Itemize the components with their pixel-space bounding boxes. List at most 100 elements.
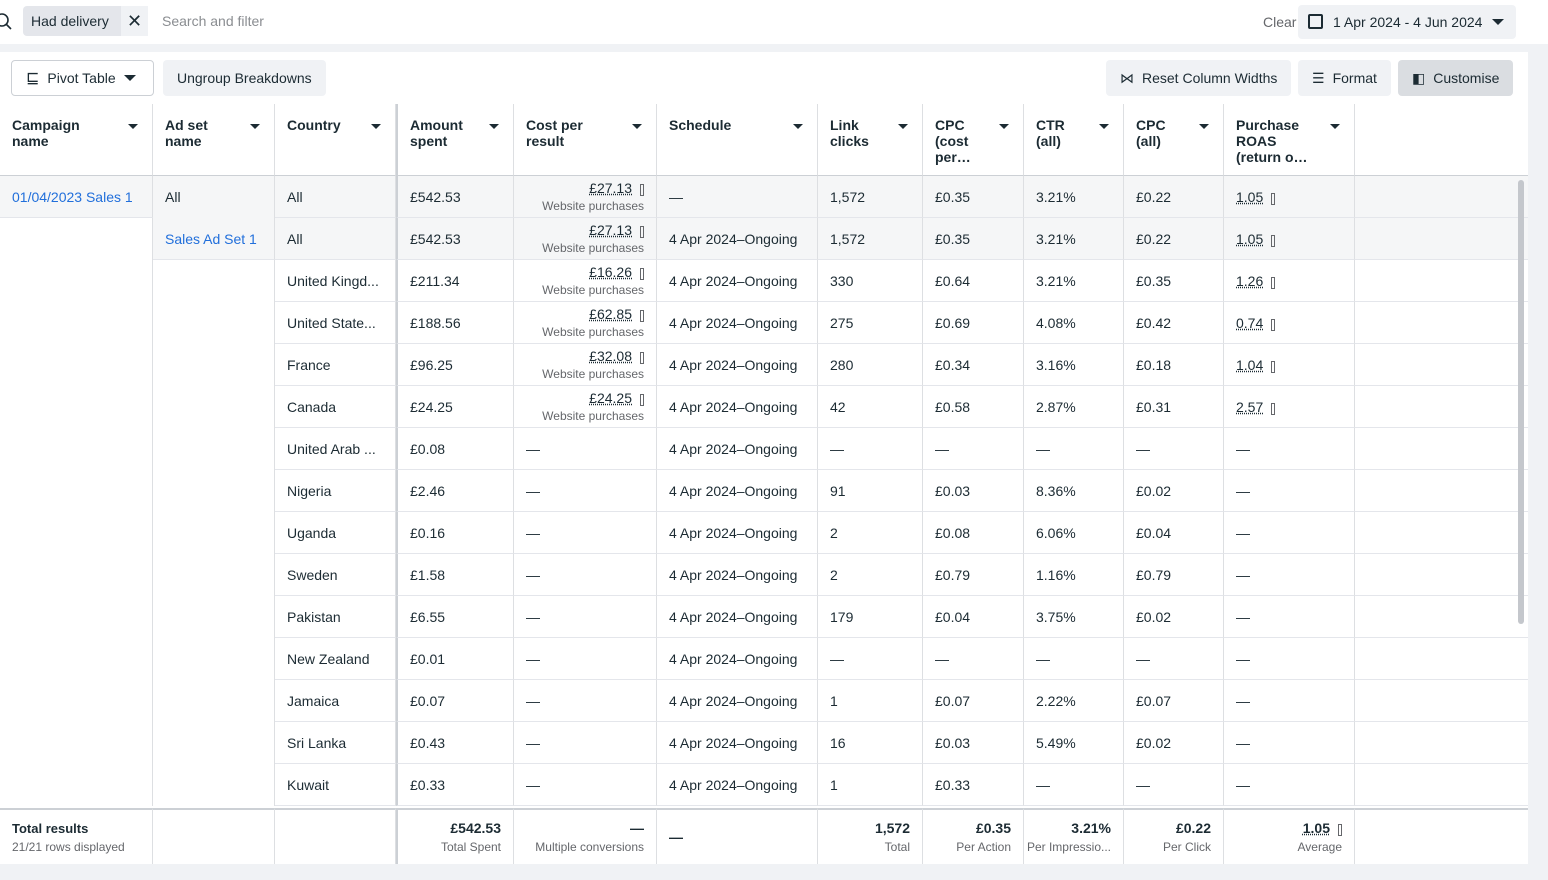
sort-caret bbox=[793, 124, 803, 134]
column-header[interactable]: Amount spent bbox=[396, 104, 514, 176]
cell-text: All bbox=[165, 189, 181, 205]
column-header[interactable]: Ad set name bbox=[153, 104, 275, 176]
cell-text: 4 Apr 2024–Ongoing bbox=[669, 230, 798, 247]
ungroup-button[interactable]: Ungroup Breakdowns bbox=[163, 60, 326, 96]
cell-text: — bbox=[1236, 566, 1250, 583]
total-value-line: £0.22 bbox=[1176, 820, 1211, 836]
table-cell: Jamaica bbox=[275, 680, 396, 722]
table-cell: All bbox=[275, 176, 396, 218]
table-cell: — bbox=[1124, 764, 1224, 806]
column-header[interactable]: Country bbox=[275, 104, 396, 176]
table-cell: £0.31 bbox=[1124, 386, 1224, 428]
info-icon bbox=[640, 183, 644, 196]
cell-text: United Arab ... bbox=[287, 440, 376, 457]
table-cell: All bbox=[153, 176, 275, 218]
search-input[interactable]: Search and filter bbox=[162, 13, 264, 29]
result-type: Website purchases bbox=[542, 240, 644, 255]
cell-text: — bbox=[1236, 482, 1250, 499]
table-cell: £0.18 bbox=[1124, 344, 1224, 386]
info-icon bbox=[1271, 402, 1276, 415]
cell-text: £0.04 bbox=[935, 608, 971, 625]
format-button[interactable]: ☰ Format bbox=[1298, 60, 1391, 96]
table-cell bbox=[153, 554, 275, 596]
table-cell: — bbox=[818, 638, 923, 680]
table-cell: £0.03 bbox=[923, 470, 1024, 512]
ungroup-label: Ungroup Breakdowns bbox=[177, 70, 312, 86]
cell-text: 4 Apr 2024–Ongoing bbox=[669, 440, 798, 457]
cost-value: £27.13 bbox=[589, 179, 632, 196]
cell-text: — bbox=[1236, 692, 1250, 709]
table-cell: 16 bbox=[818, 722, 923, 764]
column-header[interactable]: CTR (all) bbox=[1024, 104, 1124, 176]
header-label: Cost per result bbox=[526, 117, 583, 149]
table-cell: £24.25 bbox=[396, 386, 514, 428]
table-cell: — bbox=[1224, 470, 1355, 512]
cell-text: 4 Apr 2024–Ongoing bbox=[669, 272, 798, 289]
cell-text[interactable]: Sales Ad Set 1 bbox=[165, 230, 257, 247]
reset-widths-button[interactable]: ⋈ Reset Column Widths bbox=[1106, 60, 1292, 96]
column-header[interactable]: CPC (all) bbox=[1124, 104, 1224, 176]
table-cell: £0.02 bbox=[1124, 596, 1224, 638]
column-header[interactable]: Cost per result bbox=[514, 104, 657, 176]
table-cell: £0.22 bbox=[1124, 218, 1224, 260]
chip-remove[interactable]: ✕ bbox=[121, 6, 148, 36]
cell-text: £542.53 bbox=[410, 188, 461, 205]
roas-line: 1.05 bbox=[1236, 231, 1342, 247]
table-cell: 4 Apr 2024–Ongoing bbox=[657, 470, 818, 512]
total-cell bbox=[153, 808, 275, 864]
cell-text: £542.53 bbox=[410, 230, 461, 247]
roas-value: 1.05 bbox=[1236, 188, 1264, 205]
column-header[interactable]: CPC (cost per… bbox=[923, 104, 1024, 176]
cell-text: 1,572 bbox=[830, 188, 866, 205]
pivot-button[interactable]: ⊑ Pivot Table bbox=[11, 60, 154, 96]
column-header[interactable]: Campaign name bbox=[0, 104, 153, 176]
table-cell: 2.22% bbox=[1024, 680, 1124, 722]
cost-value-line: £24.25 bbox=[589, 390, 644, 408]
column-header[interactable]: Purchase ROAS (return o… bbox=[1224, 104, 1355, 176]
filter-chip[interactable]: Had delivery ✕ bbox=[23, 6, 148, 36]
total-cell: — Multiple conversions bbox=[514, 808, 657, 864]
table-cell bbox=[153, 638, 275, 680]
cell-text: — bbox=[526, 608, 540, 625]
table-cell: — bbox=[514, 428, 657, 470]
clear-button[interactable]: Clear bbox=[1263, 14, 1297, 30]
date-picker[interactable]: 1 Apr 2024 - 4 Jun 2024 bbox=[1298, 5, 1516, 39]
table-cell bbox=[0, 218, 153, 260]
table-cell: 4 Apr 2024–Ongoing bbox=[657, 554, 818, 596]
table-cell: 4 Apr 2024–Ongoing bbox=[657, 638, 818, 680]
table-cell bbox=[153, 344, 275, 386]
table-cell: £32.08 Website purchases bbox=[514, 344, 657, 386]
cell-text: £0.03 bbox=[935, 734, 971, 751]
cell-text: — bbox=[1236, 440, 1250, 457]
table-cell bbox=[0, 260, 153, 302]
table-cell: — bbox=[514, 470, 657, 512]
cell-text: 4 Apr 2024–Ongoing bbox=[669, 650, 798, 667]
table-cell: 4 Apr 2024–Ongoing bbox=[657, 680, 818, 722]
total-cell: 1,572 Total bbox=[818, 808, 923, 864]
table-cell bbox=[0, 638, 153, 680]
table-cell: Pakistan bbox=[275, 596, 396, 638]
table-panel: ⊑ Pivot Table Ungroup Breakdowns ⋈ Reset C… bbox=[0, 52, 1528, 864]
total-cell: Total results 21/21 rows displayed bbox=[0, 808, 153, 864]
table-cell: 1.04 bbox=[1224, 344, 1355, 386]
table-cell: — bbox=[1224, 596, 1355, 638]
total-cell: £0.35 Per Action bbox=[923, 808, 1024, 864]
cell-text[interactable]: 01/04/2023 Sales 1 bbox=[12, 188, 133, 205]
column-header[interactable]: Schedule bbox=[657, 104, 818, 176]
row-fill bbox=[1355, 428, 1528, 470]
table-cell: £0.58 bbox=[923, 386, 1024, 428]
cell-text: £0.16 bbox=[410, 524, 446, 541]
customise-button[interactable]: ◧ Customise bbox=[1398, 60, 1514, 96]
total-value: — bbox=[669, 829, 683, 845]
result-type: Website purchases bbox=[542, 324, 644, 339]
chip-label: Had delivery bbox=[31, 13, 109, 29]
cell-text: £0.08 bbox=[935, 524, 971, 541]
column-header[interactable]: Link clicks bbox=[818, 104, 923, 176]
cell-text: £0.02 bbox=[1136, 608, 1172, 625]
table-cell: 280 bbox=[818, 344, 923, 386]
cell-text: 4 Apr 2024–Ongoing bbox=[669, 566, 798, 583]
cell-text: £0.04 bbox=[1136, 524, 1172, 541]
table-cell: — bbox=[514, 596, 657, 638]
table-cell bbox=[0, 596, 153, 638]
cell-text: £0.43 bbox=[410, 734, 446, 751]
